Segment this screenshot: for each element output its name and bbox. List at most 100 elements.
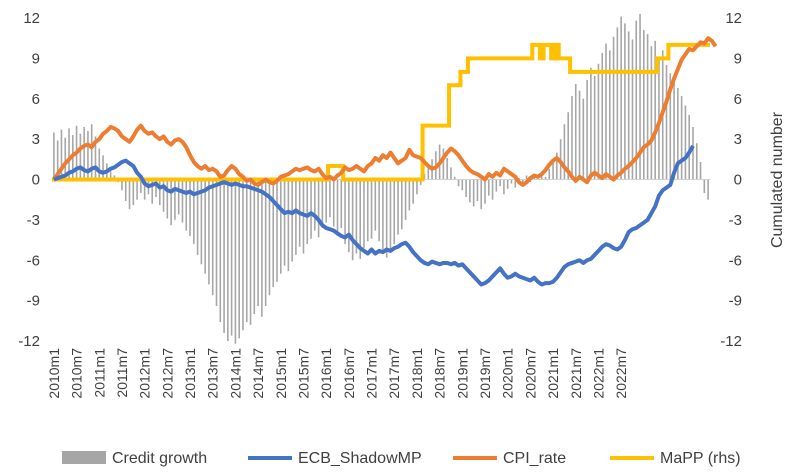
credit-growth-bar — [654, 40, 656, 180]
credit-growth-bar — [204, 179, 206, 274]
x-tick-label: 2011m7 — [114, 348, 130, 398]
legend-label-mapp: MaPP (rhs) — [660, 450, 741, 467]
credit-growth-bar — [193, 179, 195, 245]
credit-growth-bar — [503, 179, 505, 195]
credit-growth-bar — [457, 179, 460, 187]
credit-growth-bar — [548, 168, 551, 180]
credit-growth-bar — [261, 179, 263, 317]
credit-growth-bar — [79, 133, 82, 180]
credit-growth-bar — [174, 179, 176, 220]
x-tick-label: 2022m1 — [590, 348, 606, 399]
right-axis-title: Cumulated number — [769, 111, 786, 248]
credit-growth-bar — [253, 179, 256, 315]
credit-growth-bar — [646, 34, 649, 180]
right-y-tick-label: -6 — [729, 252, 742, 269]
x-tick-label: 2019m1 — [454, 348, 470, 399]
credit-growth-bar — [605, 43, 607, 180]
credit-growth-bar — [480, 179, 483, 210]
credit-growth-bar — [321, 179, 324, 228]
credit-growth-bar — [276, 179, 278, 282]
credit-growth-bar — [249, 179, 252, 325]
x-tick-label: 2018m1 — [409, 348, 425, 399]
credit-growth-bar — [102, 155, 104, 180]
x-tick-label: 2015m1 — [273, 348, 289, 399]
credit-growth-bar — [283, 179, 286, 266]
right-y-tick-label: 3 — [734, 131, 742, 148]
right-y-tick-label: -12 — [720, 333, 742, 350]
credit-growth-bar — [450, 167, 452, 180]
credit-growth-bar — [491, 179, 494, 200]
credit-growth-bar — [590, 67, 592, 180]
x-ticks: 2010m1 2010m7 2011m1 2011m7 2012m1 2012m7 2013… — [46, 348, 629, 399]
credit-growth-bar — [317, 179, 320, 238]
legend: Credit growth ECB_ShadowMP CPI_rate MaPP… — [62, 450, 741, 467]
x-tick-label: 2018m7 — [432, 348, 448, 399]
credit-growth-bar — [401, 179, 403, 230]
credit-growth-bar — [355, 179, 358, 254]
credit-growth-bar — [472, 179, 475, 207]
credit-growth-bar — [279, 179, 282, 274]
credit-growth-bar — [476, 179, 479, 202]
credit-growth-bar — [234, 179, 237, 344]
credit-growth-bar — [136, 179, 138, 200]
credit-growth-bar — [688, 114, 690, 180]
credit-growth-bar — [170, 179, 172, 226]
x-tick-label: 2010m7 — [69, 348, 85, 399]
credit-growth-bar — [158, 179, 161, 206]
credit-growth-bar — [64, 137, 67, 180]
x-tick-label: 2015m7 — [296, 348, 312, 399]
credit-growth-bar — [616, 27, 619, 180]
credit-growth-bar — [185, 179, 188, 231]
credit-growth-bar — [419, 179, 422, 185]
credit-growth-bar — [268, 179, 271, 296]
credit-growth-bar — [264, 179, 267, 307]
credit-growth-bar — [60, 129, 63, 180]
x-tick-label: 2016m1 — [318, 348, 334, 399]
credit-growth-bar — [382, 179, 384, 250]
credit-growth-bar — [703, 179, 706, 193]
left-y-tick-label: 6 — [32, 91, 40, 108]
credit-growth-bar — [692, 127, 694, 180]
credit-growth-bar — [378, 179, 380, 242]
credit-growth-bar — [310, 179, 312, 239]
credit-growth-bar — [427, 166, 430, 180]
right-y-tick-label: 6 — [734, 91, 742, 108]
credit-growth-bar — [287, 179, 290, 272]
credit-growth-bar — [608, 50, 611, 180]
credit-growth-bar — [563, 124, 566, 180]
series-line-cpi-rate — [52, 36, 718, 187]
credit-growth-bar — [627, 31, 630, 180]
credit-growth-bar — [332, 179, 335, 227]
credit-growth-bar — [344, 179, 346, 245]
credit-growth-bar — [291, 179, 293, 262]
x-tick-label: 2019m7 — [477, 348, 493, 399]
series-line-ecb-shadow-mp — [53, 144, 695, 287]
credit-growth-bar — [639, 13, 641, 180]
credit-growth-bar — [408, 179, 411, 211]
legend-swatch-credit-growth — [62, 451, 106, 464]
credit-growth-bar — [295, 179, 297, 255]
credit-growth-bar — [87, 131, 89, 180]
credit-growth-bar — [393, 179, 396, 245]
left-y-tick-label: -6 — [27, 252, 40, 269]
left-y-tick-label: -3 — [27, 212, 40, 229]
credit-growth-bar — [578, 90, 581, 180]
credit-growth-bar — [707, 179, 709, 200]
credit-growth-bar — [601, 52, 604, 180]
credit-growth-bar — [635, 20, 638, 180]
credit-growth-bar — [525, 175, 528, 180]
credit-growth-bar — [325, 179, 327, 223]
credit-growth-bar — [620, 16, 622, 180]
credit-growth-bar — [366, 179, 369, 242]
credit-growth-bar — [673, 81, 675, 180]
credit-growth-bar — [412, 179, 414, 204]
credit-growth-bar — [544, 176, 547, 180]
x-tick-label: 2017m7 — [386, 348, 402, 399]
credit-growth-bar — [631, 39, 634, 180]
x-tick-label: 2014m1 — [227, 348, 243, 399]
credit-growth-bar — [208, 179, 210, 285]
credit-growth-bar — [612, 36, 615, 180]
left-y-tick-label: -9 — [27, 293, 40, 310]
credit-growth-bar — [593, 75, 596, 180]
credit-growth-bar — [495, 179, 498, 192]
